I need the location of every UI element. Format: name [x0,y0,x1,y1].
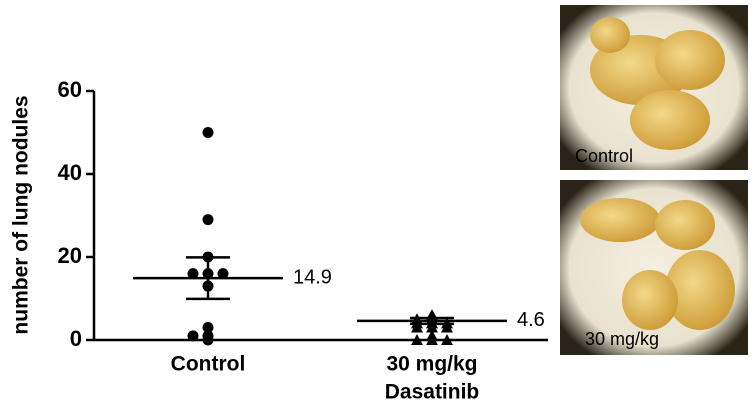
photo-dasatinib: 30 mg/kg [560,180,748,355]
x-tick-label: Dasatinib [385,381,480,404]
data-point [187,268,199,280]
y-tick-label: 20 [58,243,82,268]
x-tick-label: Control [171,353,246,376]
y-axis-label: number of lung nodules [10,95,33,334]
photo-label: Control [575,146,633,166]
data-point [426,334,438,345]
data-point [411,334,423,345]
data-point [202,214,214,226]
data-point [426,321,438,333]
data-point [202,334,214,346]
photo-label: 30 mg/kg [585,329,659,349]
y-tick-label: 60 [58,77,82,102]
mean-label: 4.6 [517,309,545,331]
data-point [202,322,214,334]
data-point [217,268,229,280]
data-point [441,334,453,345]
data-point [202,127,214,138]
data-point [411,321,423,333]
data-point [187,330,199,342]
mean-label: 14.9 [293,266,332,288]
photo-control: Control [560,5,748,170]
data-point [441,321,453,333]
y-tick-label: 40 [58,160,82,185]
y-tick-label: 0 [70,326,82,351]
x-tick-label: 30 mg/kg [386,353,477,376]
